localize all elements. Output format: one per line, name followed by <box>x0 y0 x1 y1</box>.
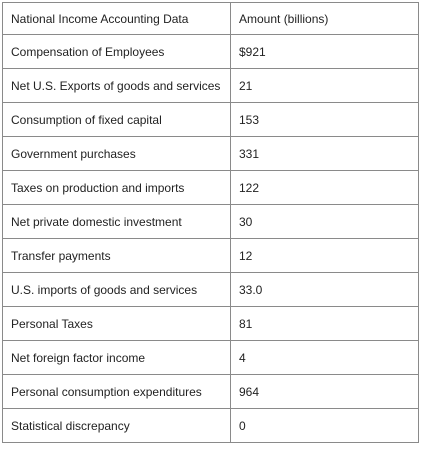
table-body: National Income Accounting Data Amount (… <box>2 2 419 443</box>
table-row: Consumption of fixed capital 153 <box>2 102 419 137</box>
table-row: Statistical discrepancy 0 <box>2 408 419 443</box>
row-label-cell: Statistical discrepancy <box>2 408 231 443</box>
table-row: Government purchases 331 <box>2 136 419 171</box>
row-label-cell: Personal consumption expenditures <box>2 374 231 409</box>
row-label-cell: U.S. imports of goods and services <box>2 272 231 307</box>
table-row: Taxes on production and imports 122 <box>2 170 419 205</box>
row-amount-cell: 33.0 <box>230 272 419 307</box>
table-row: Transfer payments 12 <box>2 238 419 273</box>
row-label-cell: Transfer payments <box>2 238 231 273</box>
row-amount-cell: 964 <box>230 374 419 409</box>
table-row: Personal consumption expenditures 964 <box>2 374 419 409</box>
table-row: Personal Taxes 81 <box>2 306 419 341</box>
table-row: Net private domestic investment 30 <box>2 204 419 239</box>
column-header-amount: Amount (billions) <box>230 2 419 35</box>
row-amount-cell: 153 <box>230 102 419 137</box>
table-row: Net U.S. Exports of goods and services 21 <box>2 68 419 103</box>
column-header-item: National Income Accounting Data <box>2 2 231 35</box>
row-label-cell: Net U.S. Exports of goods and services <box>2 68 231 103</box>
row-label-cell: Net private domestic investment <box>2 204 231 239</box>
table-row: U.S. imports of goods and services 33.0 <box>2 272 419 307</box>
row-amount-cell: 4 <box>230 340 419 375</box>
national-income-table: National Income Accounting Data Amount (… <box>2 2 419 443</box>
row-amount-cell: 0 <box>230 408 419 443</box>
row-amount-cell: 12 <box>230 238 419 273</box>
row-amount-cell: 81 <box>230 306 419 341</box>
row-amount-cell: 30 <box>230 204 419 239</box>
table-row: Compensation of Employees $921 <box>2 34 419 69</box>
row-label-cell: Net foreign factor income <box>2 340 231 375</box>
row-label-cell: Taxes on production and imports <box>2 170 231 205</box>
row-label-cell: Personal Taxes <box>2 306 231 341</box>
row-label-cell: Government purchases <box>2 136 231 171</box>
row-label-cell: Compensation of Employees <box>2 34 231 69</box>
row-amount-cell: 331 <box>230 136 419 171</box>
row-amount-cell: 21 <box>230 68 419 103</box>
row-amount-cell: 122 <box>230 170 419 205</box>
row-label-cell: Consumption of fixed capital <box>2 102 231 137</box>
table-row: Net foreign factor income 4 <box>2 340 419 375</box>
row-amount-cell: $921 <box>230 34 419 69</box>
table-header-row: National Income Accounting Data Amount (… <box>2 2 419 35</box>
